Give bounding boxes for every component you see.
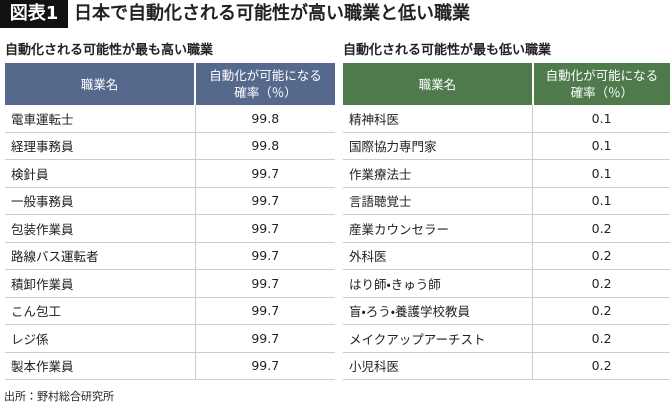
probability: 99.7 bbox=[194, 242, 335, 270]
header-line: 自動化が可能になる bbox=[545, 68, 659, 83]
row: 外科医 0.2 bbox=[343, 242, 670, 270]
row: 一般事務員 99.7 bbox=[5, 187, 335, 215]
probability: 0.1 bbox=[532, 132, 670, 160]
row: 言語聴覚士 0.1 bbox=[343, 187, 670, 215]
occupation: 産業カウンセラー bbox=[343, 214, 533, 243]
probability: 99.8 bbox=[194, 132, 335, 160]
column-header: 自動化が可能になる 確率（％） bbox=[194, 63, 335, 105]
figure-label: 図表1 bbox=[0, 0, 68, 28]
probability: 0.1 bbox=[532, 105, 670, 133]
row: メイクアップアーチスト 0.2 bbox=[343, 324, 670, 353]
occupation: 国際協力専門家 bbox=[343, 132, 533, 160]
header-row: 職業名 自動化が可能になる 確率（％） bbox=[5, 63, 335, 105]
probability: 0.2 bbox=[532, 352, 670, 380]
occupation: 経理事務員 bbox=[5, 132, 195, 160]
header-line: 確率（％） bbox=[570, 85, 634, 100]
row: 積卸作業員 99.7 bbox=[5, 269, 335, 298]
table-title: 自動化される可能性が最も高い職業 bbox=[5, 43, 214, 58]
probability: 99.7 bbox=[194, 324, 335, 353]
occupation: 一般事務員 bbox=[5, 187, 195, 215]
probability: 99.7 bbox=[194, 269, 335, 298]
occupation: 外科医 bbox=[343, 242, 533, 270]
column-header: 職業名 bbox=[343, 63, 533, 105]
occupation: 言語聴覚士 bbox=[343, 187, 533, 215]
header-row: 職業名 自動化が可能になる 確率（％） bbox=[343, 63, 670, 105]
row: 製本作業員 99.7 bbox=[5, 352, 335, 380]
row: 作業療法士 0.1 bbox=[343, 159, 670, 188]
probability: 99.7 bbox=[194, 214, 335, 243]
table-title: 自動化される可能性が最も低い職業 bbox=[343, 43, 552, 58]
probability: 99.7 bbox=[194, 352, 335, 380]
occupation: 精神科医 bbox=[343, 105, 533, 133]
header-line: 自動化が可能になる bbox=[209, 68, 322, 83]
header-text: 職業名 bbox=[418, 76, 457, 92]
source: 出所：野村総合研究所 bbox=[4, 390, 114, 403]
probability: 0.1 bbox=[532, 159, 670, 188]
header-text: 職業名 bbox=[80, 76, 119, 92]
occupation: レジ係 bbox=[5, 324, 195, 353]
probability: 0.1 bbox=[532, 187, 670, 215]
occupation: はり師・きゅう師 bbox=[343, 269, 533, 298]
probability: 99.7 bbox=[194, 187, 335, 215]
occupation: 電車運転士 bbox=[5, 105, 195, 133]
occupation: 小児科医 bbox=[343, 352, 533, 380]
row: 包装作業員 99.7 bbox=[5, 214, 335, 243]
probability: 0.2 bbox=[532, 269, 670, 298]
header-line: 確率（％） bbox=[234, 85, 297, 100]
column-header: 自動化が可能になる 確率（％） bbox=[531, 63, 670, 105]
probability: 0.2 bbox=[532, 242, 670, 270]
row: レジ係 99.7 bbox=[5, 324, 335, 353]
row: 精神科医 0.1 bbox=[343, 105, 670, 133]
table: 職業名 自動化が可能になる 確率（％） 精神科医 0.1 国際協力専門家 0.1 作業療法士 0… bbox=[343, 63, 670, 380]
row: 電車運転士 99.8 bbox=[5, 105, 335, 133]
row: 国際協力専門家 0.1 bbox=[343, 132, 670, 160]
probability: 99.7 bbox=[194, 297, 335, 325]
occupation: 積卸作業員 bbox=[5, 269, 195, 298]
occupation: 製本作業員 bbox=[5, 352, 195, 380]
row: 小児科医 0.2 bbox=[343, 352, 670, 380]
occupation: 包装作業員 bbox=[5, 214, 195, 243]
probability: 0.2 bbox=[532, 214, 670, 243]
row: 路線バス運転者 99.7 bbox=[5, 242, 335, 270]
probability: 99.7 bbox=[194, 159, 335, 188]
row: はり師・きゅう師 0.2 bbox=[343, 269, 670, 298]
row: 産業カウンセラー 0.2 bbox=[343, 214, 670, 243]
row: 経理事務員 99.8 bbox=[5, 132, 335, 160]
row: こん包工 99.7 bbox=[5, 297, 335, 325]
occupation: こん包工 bbox=[5, 297, 195, 325]
column-header: 職業名 bbox=[5, 63, 195, 105]
probability: 0.2 bbox=[532, 297, 670, 325]
figure-title: 日本で自動化される可能性が高い職業と低い職業 bbox=[74, 3, 470, 24]
occupation: 作業療法士 bbox=[343, 159, 533, 188]
probability: 99.8 bbox=[194, 105, 335, 133]
occupation: 検針員 bbox=[5, 159, 195, 188]
row: 盲・ろう・養護学校教員 0.2 bbox=[343, 297, 670, 325]
occupation: メイクアップアーチスト bbox=[343, 324, 533, 353]
occupation: 路線バス運転者 bbox=[5, 242, 195, 270]
occupation: 盲・ろう・養護学校教員 bbox=[343, 297, 533, 325]
row: 検針員 99.7 bbox=[5, 159, 335, 188]
table: 職業名 自動化が可能になる 確率（％） 電車運転士 99.8 経理事務員 99.8 検針員 99… bbox=[5, 63, 335, 380]
probability: 0.2 bbox=[532, 324, 670, 353]
